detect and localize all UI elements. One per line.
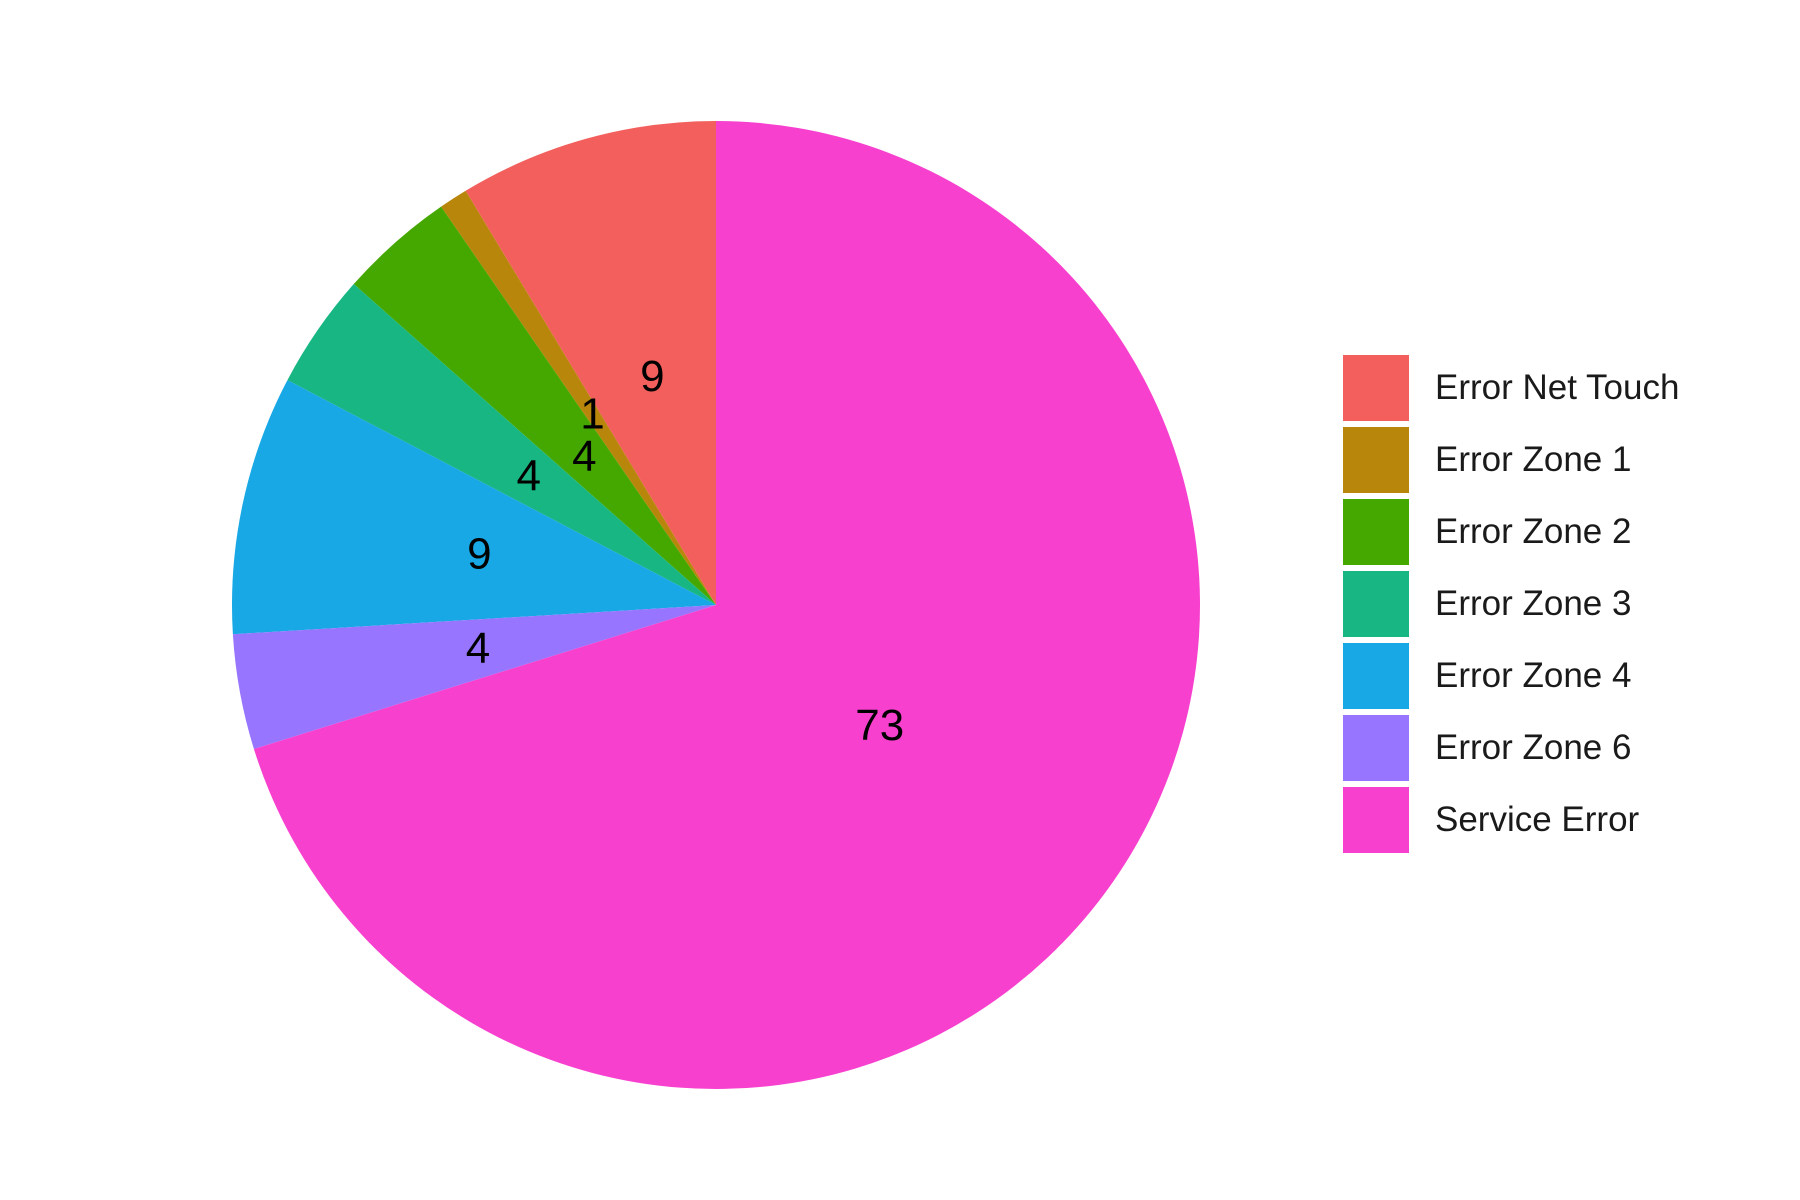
legend-item: Error Zone 4 — [1343, 640, 1773, 712]
pie-slice-service-error — [253, 121, 1200, 1089]
pie-data-label: 4 — [572, 432, 596, 481]
legend-label: Error Zone 3 — [1435, 584, 1632, 623]
pie-slice-error-zone-4 — [232, 380, 716, 635]
legend-item: Error Zone 2 — [1343, 496, 1773, 568]
pie-slice-error-zone-2 — [353, 206, 716, 605]
pie-slice-error-zone-1 — [441, 190, 716, 605]
legend: Error Net Touch Error Zone 1 Error Zone 2 E… — [1343, 352, 1773, 856]
legend-label: Error Net Touch — [1435, 368, 1680, 407]
legend-swatch — [1343, 571, 1409, 637]
legend-label: Error Zone 6 — [1435, 728, 1632, 767]
legend-swatch — [1343, 427, 1409, 493]
pie-data-label: 4 — [517, 451, 541, 500]
pie-data-label: 4 — [466, 624, 490, 673]
legend-item: Error Zone 6 — [1343, 712, 1773, 784]
pie-slice-error-zone-6 — [232, 605, 716, 749]
pie-data-label: 9 — [640, 352, 664, 401]
legend-label: Error Zone 1 — [1435, 440, 1632, 479]
legend-swatch — [1343, 355, 1409, 421]
legend-swatch — [1343, 643, 1409, 709]
legend-item: Error Net Touch — [1343, 352, 1773, 424]
legend-swatch — [1343, 715, 1409, 781]
pie-slice-error-zone-3 — [287, 284, 716, 605]
legend-label: Error Zone 2 — [1435, 512, 1632, 551]
pie-data-label: 9 — [467, 530, 491, 579]
legend-swatch — [1343, 787, 1409, 853]
legend-label: Service Error — [1435, 800, 1640, 839]
legend-item: Service Error — [1343, 784, 1773, 856]
legend-swatch — [1343, 499, 1409, 565]
pie-data-label: 1 — [580, 389, 604, 438]
pie-data-label: 73 — [855, 701, 904, 750]
pie-slice-error-net-touch — [465, 121, 716, 605]
legend-item: Error Zone 3 — [1343, 568, 1773, 640]
pie-slices — [232, 121, 1200, 1089]
legend-item: Error Zone 1 — [1343, 424, 1773, 496]
legend-label: Error Zone 4 — [1435, 656, 1632, 695]
